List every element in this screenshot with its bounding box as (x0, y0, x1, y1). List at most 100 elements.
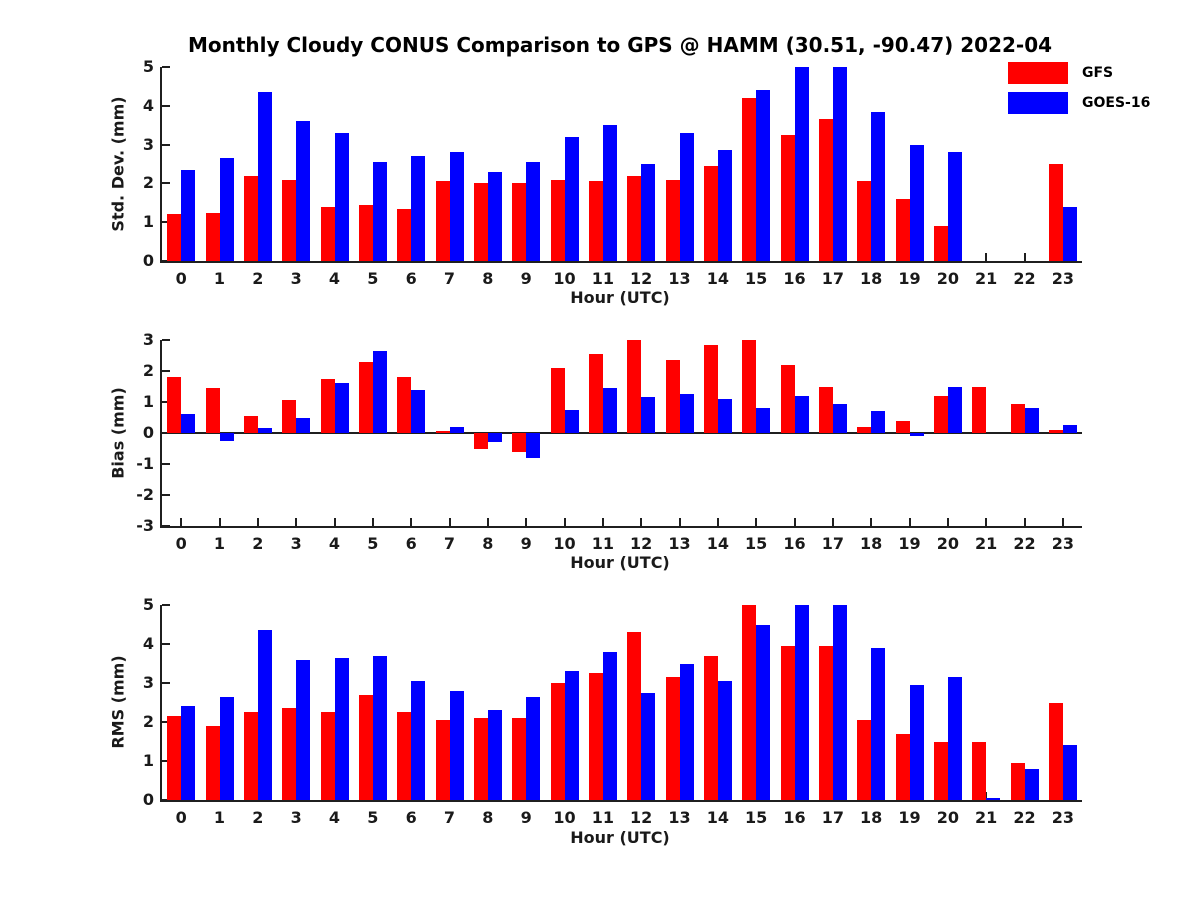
bar-gfs (320, 206, 335, 261)
bar-goes16 (947, 386, 962, 433)
bar-goes16 (372, 350, 387, 433)
x-tick-mark (985, 792, 988, 800)
x-tick-label: 16 (783, 269, 806, 288)
x-tick-label: 17 (821, 808, 844, 827)
bar-gfs (282, 708, 297, 800)
bar-goes16 (871, 411, 886, 433)
x-tick-label: 8 (482, 534, 494, 553)
y-tick-label: 1 (142, 392, 154, 411)
bar-goes16 (641, 164, 656, 261)
x-tick-label: 2 (252, 269, 264, 288)
x-tick-label: 0 (175, 534, 187, 553)
x-tick-mark (448, 518, 451, 526)
x-tick-label: 23 (1051, 269, 1074, 288)
x-tick-mark (486, 518, 489, 526)
bar-goes16 (909, 684, 924, 800)
bar-gfs (435, 720, 450, 800)
bar-goes16 (411, 156, 426, 261)
bar-gfs (243, 415, 258, 433)
bar-gfs (857, 181, 872, 261)
bar-goes16 (334, 383, 349, 433)
x-tick-label: 20 (936, 269, 959, 288)
x-tick-mark (333, 518, 336, 526)
y-tick-mark (162, 799, 170, 801)
x-tick-label: 6 (405, 534, 417, 553)
x-tick-label: 3 (290, 808, 302, 827)
x-tick-label: 6 (405, 808, 417, 827)
x-tick-label: 15 (745, 534, 768, 553)
bar-goes16 (181, 414, 196, 433)
x-tick-label: 22 (1013, 808, 1036, 827)
bar-goes16 (794, 67, 809, 261)
x-tick-label: 12 (630, 808, 653, 827)
y-tick-mark (162, 221, 170, 224)
x-tick-mark (371, 518, 374, 526)
bar-gfs (397, 712, 412, 800)
x-tick-label: 13 (668, 808, 691, 827)
x-tick-label: 21 (975, 269, 998, 288)
bar-gfs (243, 712, 258, 800)
x-tick-mark (410, 518, 413, 526)
bar-goes16 (487, 710, 502, 800)
x-tick-label: 4 (328, 534, 341, 553)
y-tick-label: 2 (142, 361, 154, 380)
x-tick-label: 1 (213, 808, 226, 827)
bar-goes16 (794, 395, 809, 433)
x-tick-mark (946, 518, 949, 526)
bar-gfs (627, 175, 642, 261)
x-tick-label: 13 (668, 534, 691, 553)
bar-gfs (742, 98, 757, 261)
x-tick-label: 2 (252, 534, 264, 553)
x-tick-mark (563, 518, 566, 526)
x-tick-label: 22 (1013, 534, 1036, 553)
y-tick-label: 0 (142, 790, 154, 809)
rms-y-axis-label: RMS (mm) (108, 655, 128, 749)
y-tick-label: 5 (142, 595, 154, 614)
stddev-plot-area: 0 1 2 3 4 5 0 1 2 3 4 5 6 7 8 9 10 11 12 13 14 15 16 17 18 19 20 21… (143, 57, 1082, 288)
x-tick-label: 17 (821, 269, 844, 288)
bar-goes16 (449, 690, 464, 800)
x-tick-mark (295, 518, 298, 526)
x-tick-label: 20 (936, 534, 959, 553)
x-tick-label: 6 (405, 269, 417, 288)
bar-goes16 (411, 681, 426, 800)
gfs-color-swatch (1008, 62, 1068, 84)
bar-goes16 (756, 624, 771, 800)
bar-goes16 (449, 152, 464, 261)
bar-goes16 (219, 158, 234, 261)
bar-gfs (243, 175, 258, 261)
y-tick-mark (162, 339, 170, 341)
y-tick-mark (162, 66, 170, 68)
x-tick-mark (870, 518, 873, 526)
x-tick-mark (601, 518, 604, 526)
bar-goes16 (487, 171, 502, 261)
x-tick-label: 18 (860, 269, 883, 288)
y-tick-mark (162, 494, 170, 496)
bar-gfs (512, 718, 527, 800)
x-tick-label: 10 (553, 534, 576, 553)
bar-goes16 (717, 681, 732, 800)
bar-goes16 (372, 655, 387, 800)
bar-goes16 (1024, 768, 1039, 800)
y-tick-mark (162, 643, 170, 645)
bar-gfs (780, 134, 795, 261)
y-tick-label: 0 (142, 423, 154, 442)
x-tick-label: 3 (290, 269, 302, 288)
x-tick-mark (525, 518, 528, 526)
y-tick-label: -3 (136, 516, 154, 535)
bar-gfs (972, 741, 987, 800)
x-tick-label: 5 (367, 808, 379, 827)
bar-goes16 (641, 692, 656, 800)
x-tick-label: 12 (630, 534, 653, 553)
y-tick-label: 3 (142, 673, 154, 692)
x-tick-label: 11 (591, 808, 614, 827)
bar-goes16 (602, 388, 617, 433)
x-tick-label: 5 (367, 269, 379, 288)
x-tick-label: 16 (783, 808, 806, 827)
bar-gfs (320, 712, 335, 800)
bar-goes16 (334, 132, 349, 261)
x-tick-label: 20 (936, 808, 959, 827)
bar-gfs (933, 741, 948, 800)
x-tick-label: 11 (591, 534, 614, 553)
bar-goes16 (1062, 206, 1077, 261)
